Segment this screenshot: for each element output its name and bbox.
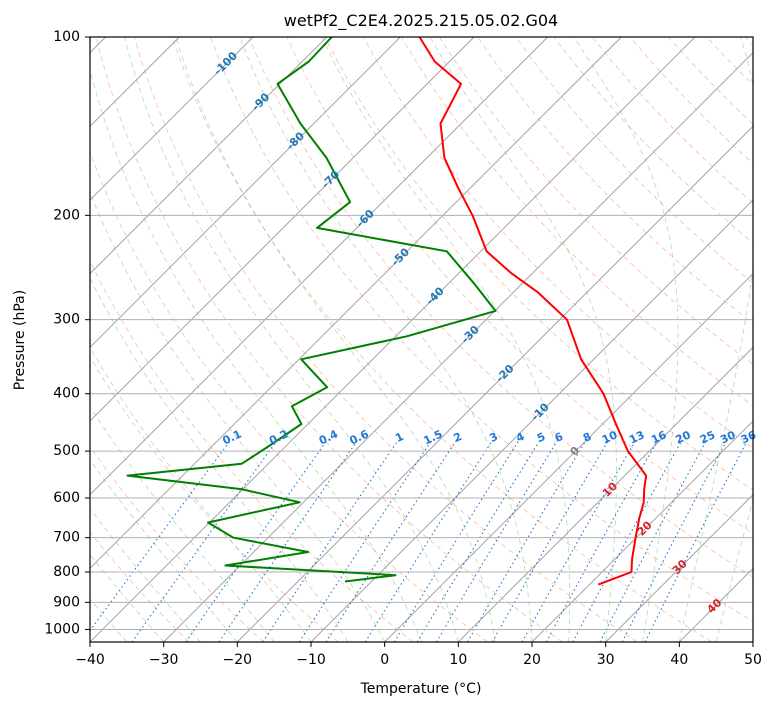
x-tick-label: −30 [149,652,179,668]
mixing-ratio-line [298,440,432,642]
mixing-ratio-label: 16 [649,428,669,446]
axis-ticks: −40 −30 −20 −10 0 10 20 30 40 50 100 200 300 400 500 60… [44,29,762,668]
chart-title: wetPf2_C2E4.2025.215.05.02.G04 [284,11,558,31]
dewpoint-profile [126,37,497,583]
y-tick-label: 600 [53,490,80,506]
dry-adiabat [439,37,753,365]
dry-adiabat [248,37,753,578]
mixing-ratio-line [599,440,707,642]
isotherm-line [90,37,622,569]
moist-adiabat [90,346,312,642]
dry-adiabat [210,37,753,623]
x-tick-label: −40 [75,652,105,668]
mixing-ratio-line [185,440,328,642]
y-tick-label: 500 [53,443,80,459]
mixing-ratio-label: 20 [673,428,693,446]
isotherm-line [90,37,548,496]
mixing-ratio-line [572,440,683,642]
isotherm-line [605,494,753,642]
temperature-profile [418,37,648,586]
x-tick-label: 20 [523,652,541,668]
mixing-ratio-line [491,440,609,642]
mixing-ratio-line [364,440,493,642]
dry-adiabat [95,37,563,642]
y-tick-label: 200 [53,207,80,223]
y-tick-label: 100 [53,29,80,45]
mixing-ratio-line [621,440,728,642]
moist-adiabat [90,553,164,642]
mixing-ratio-line [545,440,659,642]
y-tick-label: 300 [53,312,80,328]
moist-adiabat [175,37,496,642]
mixing-ratio-label: 25 [698,428,717,446]
y-tick-label: 900 [53,594,80,610]
moist-adiabat [90,598,128,642]
isotherm-line [458,346,753,642]
moist-adiabat [90,458,238,642]
x-tick-label: 50 [744,652,762,668]
pressure-grid [90,37,753,630]
moist-adiabat [429,37,617,642]
x-tick-label: 30 [597,652,615,668]
dry-adiabat [90,150,488,642]
isotherm-line [90,37,254,201]
mixing-ratio-label: 36 [739,428,759,446]
moist-adiabat [239,37,533,642]
x-tick-label: −20 [223,652,253,668]
x-tick-label: −10 [296,652,326,668]
mixing-ratio-line [521,440,637,642]
y-tick-label: 800 [53,564,80,580]
dry-adiabat [90,260,414,642]
x-tick-label: 40 [670,652,688,668]
isotherm-line [163,52,753,642]
dry-adiabat [90,531,190,642]
mixing-ratio-label: 13 [627,428,646,446]
plot-frame [89,36,754,643]
y-tick-label: 400 [53,386,80,402]
dry-adiabat [90,445,264,642]
isotherm-line [90,37,327,275]
moist-adiabat [90,405,275,642]
mixing-ratio-label: 10 [600,428,620,446]
isotherm-line [90,37,401,348]
moist-adiabat [321,37,570,642]
dry-adiabat [515,37,753,284]
mixing-ratio-line [416,440,541,642]
moist-adiabat [90,277,349,642]
dry-adiabat [133,37,638,642]
isotherm-line [237,125,753,642]
x-tick-label: 10 [449,652,467,668]
isotherm-line [384,273,753,642]
mixing-ratio-line [467,440,587,642]
y-axis-label: Pressure (hPa) [12,290,28,390]
background-lines [90,37,753,642]
moist-adiabat [90,507,201,642]
moist-adiabat [124,37,459,642]
isotherm-line [531,420,753,642]
x-axis-label: Temperature (°C) [360,681,482,697]
x-tick-label: 0 [380,652,389,668]
profile-lines [126,37,648,586]
dry-adiabat [171,37,712,642]
y-tick-label: 700 [53,530,80,546]
moist-adiabat [90,68,422,642]
dry-adiabat [286,37,753,534]
mixing-ratio-line [131,440,278,642]
y-tick-label: 1000 [44,621,80,637]
dry-adiabat [400,37,753,407]
isotherm-line [90,37,475,422]
mixing-ratio-line [435,440,558,642]
mixing-ratio-line [644,440,748,642]
moist-adiabat [573,37,679,642]
moist-adiabat [90,190,386,642]
mixing-ratio-label: 30 [718,428,738,446]
mixing-ratio-line [393,440,520,642]
